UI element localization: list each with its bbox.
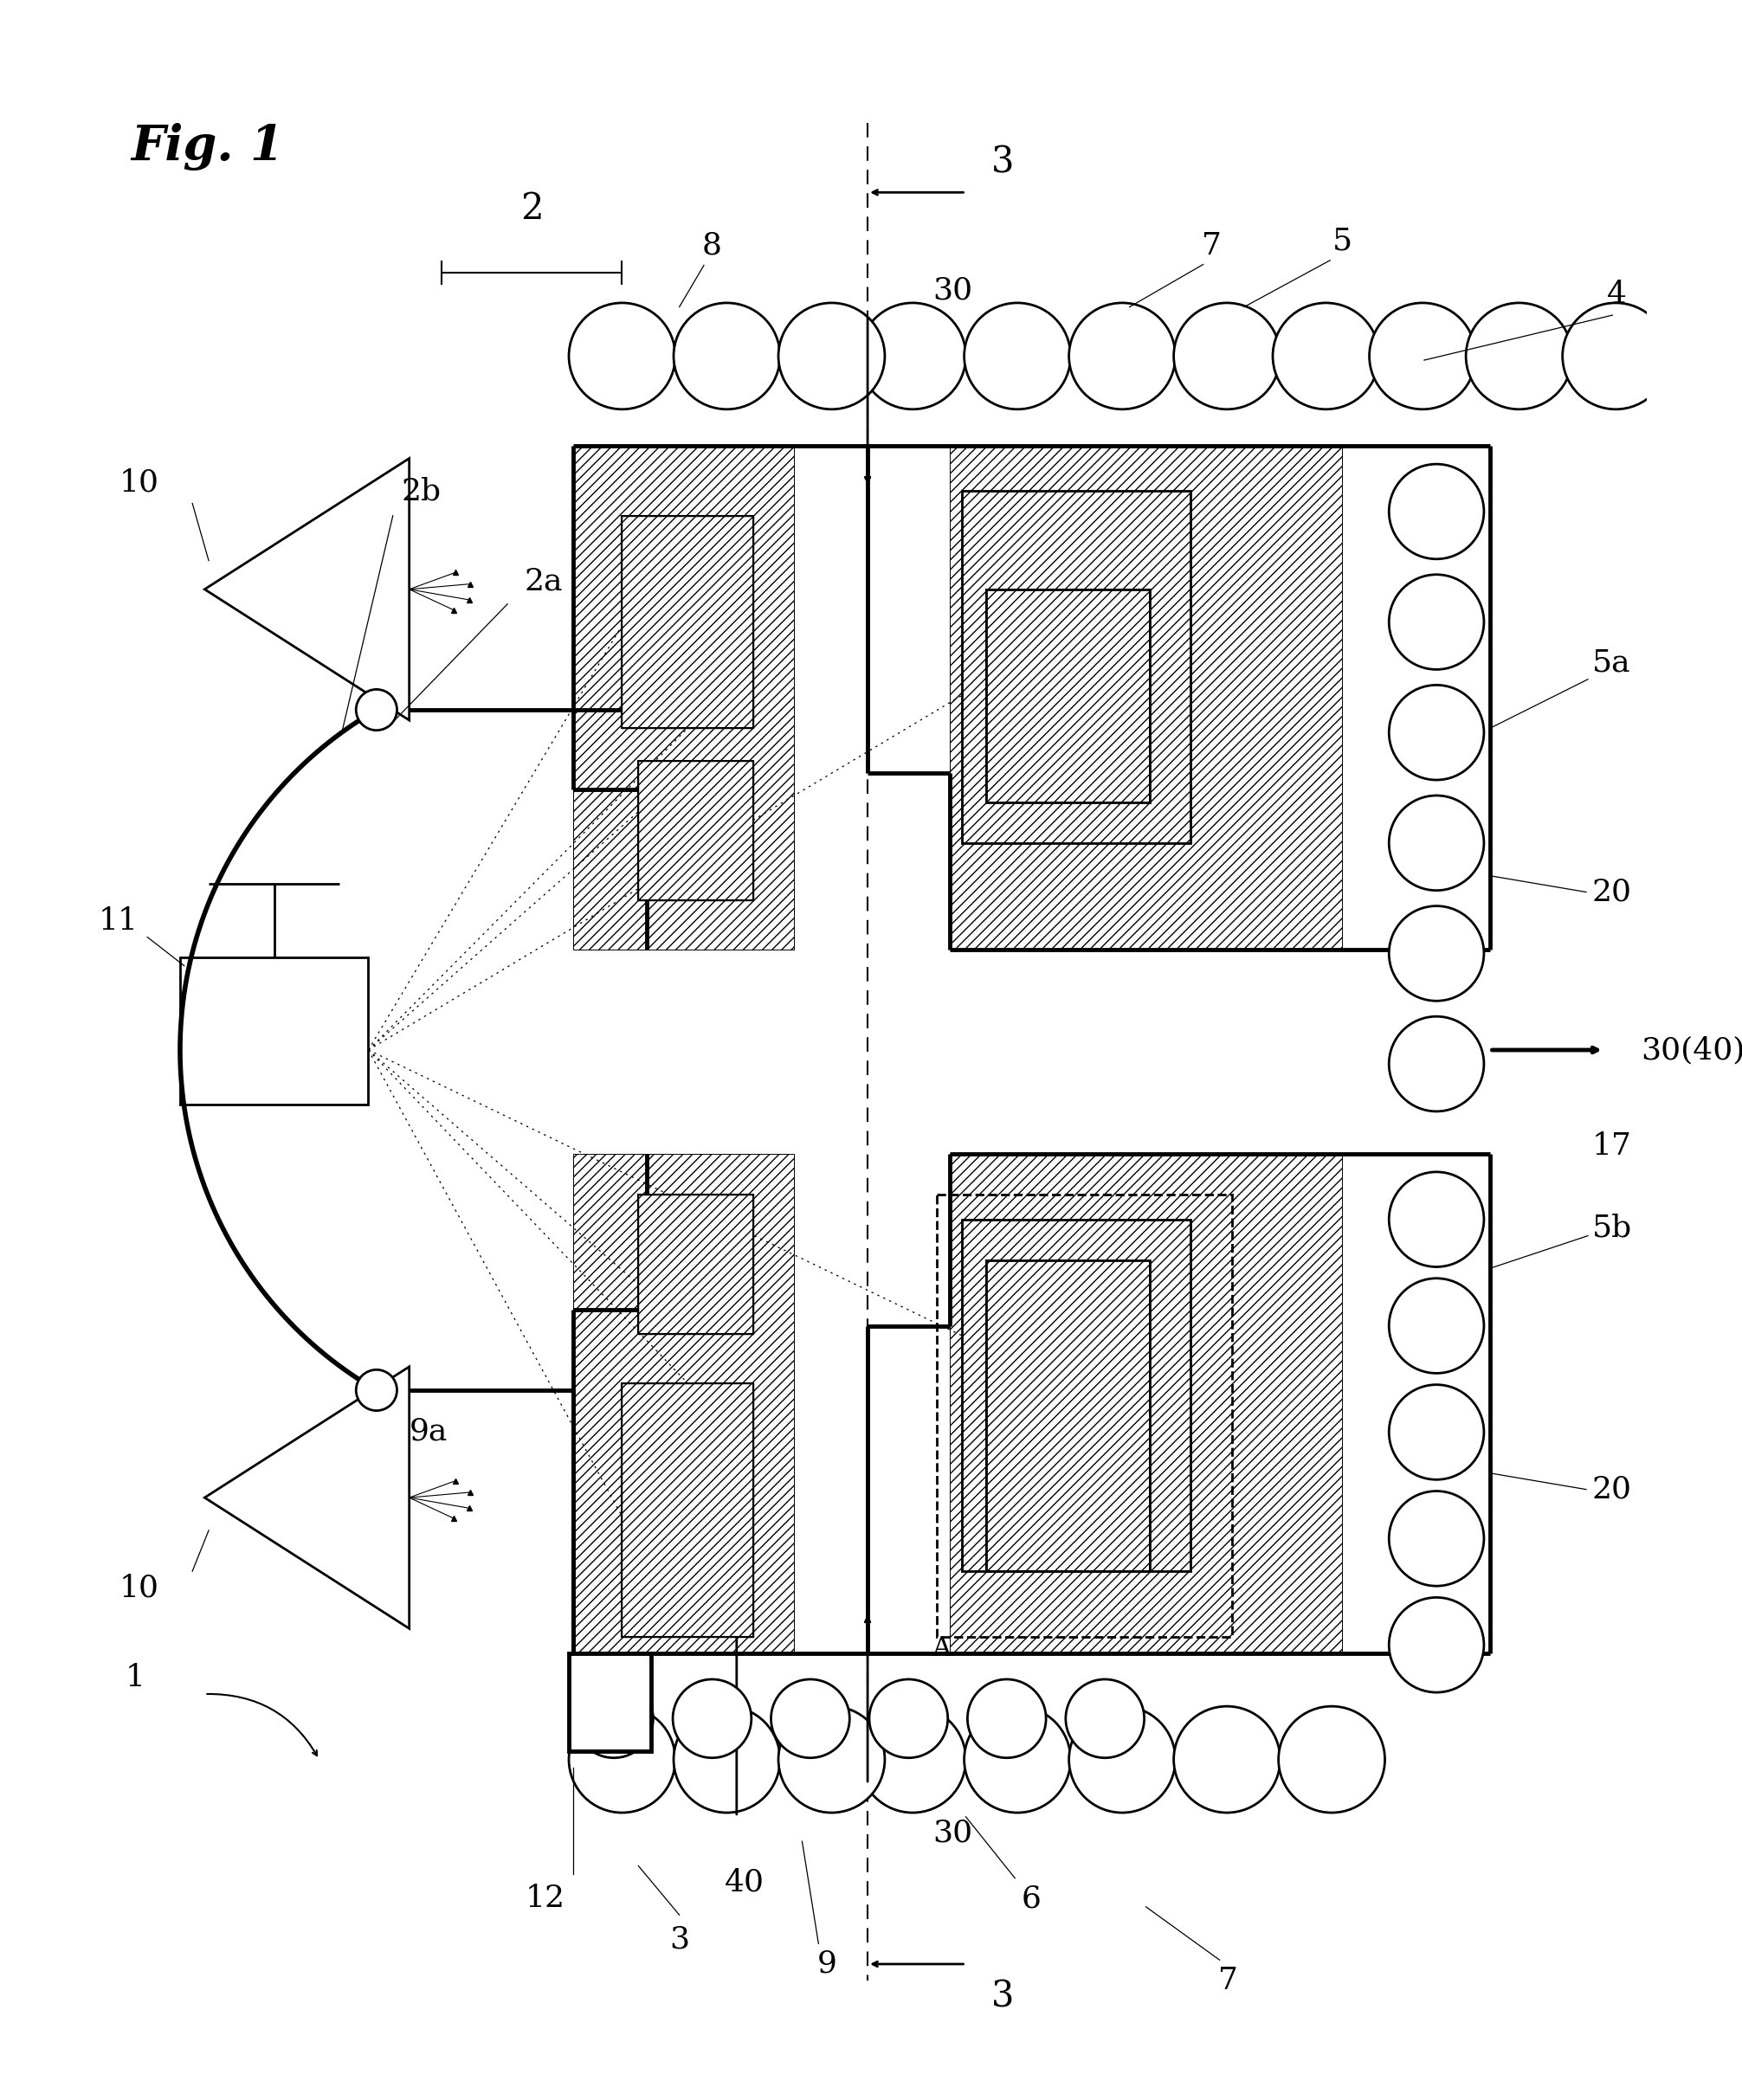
Text: 20: 20	[1592, 1474, 1632, 1504]
Circle shape	[1174, 1707, 1280, 1812]
Bar	[986, 1260, 1150, 1571]
Bar	[962, 1220, 1192, 1571]
Polygon shape	[204, 1367, 409, 1628]
Bar	[937, 1195, 1232, 1636]
Bar	[573, 1153, 794, 1653]
Circle shape	[963, 302, 1071, 410]
Text: 3: 3	[991, 1978, 1014, 2016]
Circle shape	[1388, 1598, 1484, 1693]
Text: 2: 2	[521, 191, 544, 227]
Text: 5: 5	[1333, 227, 1352, 256]
Bar	[949, 1153, 1343, 1653]
Polygon shape	[204, 458, 409, 720]
Text: 5a: 5a	[1592, 649, 1631, 678]
Circle shape	[1388, 1384, 1484, 1480]
Bar	[638, 760, 753, 901]
Circle shape	[772, 1680, 850, 1758]
Bar	[962, 491, 1192, 842]
Text: 12: 12	[524, 1884, 564, 1913]
Circle shape	[869, 1680, 948, 1758]
Bar	[622, 1384, 753, 1636]
Circle shape	[1070, 1707, 1176, 1812]
Bar	[638, 1195, 753, 1334]
Bar	[570, 1653, 652, 1751]
Circle shape	[1174, 302, 1280, 410]
Text: 6: 6	[1021, 1884, 1042, 1913]
Text: 2b: 2b	[401, 477, 441, 506]
Circle shape	[1066, 1680, 1144, 1758]
Circle shape	[1388, 1172, 1484, 1266]
Bar	[986, 590, 1150, 802]
Circle shape	[674, 1707, 780, 1812]
Circle shape	[1388, 1279, 1484, 1373]
Text: 10: 10	[118, 468, 159, 498]
Circle shape	[355, 1369, 397, 1411]
Circle shape	[1388, 1491, 1484, 1586]
Text: 3: 3	[669, 1926, 690, 1955]
Text: 9: 9	[817, 1949, 836, 1978]
Circle shape	[859, 1707, 965, 1812]
Text: 40: 40	[725, 1867, 765, 1896]
Circle shape	[1279, 1707, 1385, 1812]
Bar	[622, 1384, 753, 1636]
Text: 4: 4	[1606, 279, 1627, 309]
Circle shape	[570, 1707, 676, 1812]
Text: 5b: 5b	[1592, 1214, 1632, 1243]
Circle shape	[1563, 302, 1669, 410]
Circle shape	[967, 1680, 1045, 1758]
Circle shape	[779, 1707, 885, 1812]
Text: 11: 11	[99, 905, 139, 934]
Text: Fig. 1: Fig. 1	[131, 122, 284, 170]
Circle shape	[1388, 575, 1484, 670]
Circle shape	[1388, 1016, 1484, 1111]
Circle shape	[672, 1680, 751, 1758]
Circle shape	[1388, 464, 1484, 559]
Circle shape	[1467, 302, 1573, 410]
Bar	[622, 517, 753, 729]
Bar	[622, 517, 753, 729]
Text: 30: 30	[934, 1819, 974, 1848]
Circle shape	[1388, 796, 1484, 890]
Text: 8: 8	[702, 231, 721, 260]
Bar	[638, 1195, 753, 1334]
Text: 1: 1	[125, 1663, 145, 1693]
Circle shape	[779, 302, 885, 410]
Text: 7: 7	[1218, 1966, 1237, 1995]
Bar	[949, 445, 1343, 949]
Circle shape	[1369, 302, 1475, 410]
Circle shape	[575, 1680, 653, 1758]
Circle shape	[1388, 685, 1484, 779]
Bar	[986, 1260, 1150, 1571]
Bar	[986, 590, 1150, 802]
Circle shape	[1388, 905, 1484, 1002]
Circle shape	[570, 302, 676, 410]
Bar	[179, 958, 368, 1105]
Text: 9a: 9a	[409, 1415, 448, 1445]
Circle shape	[674, 302, 780, 410]
Bar	[573, 445, 794, 949]
Text: 20: 20	[1592, 878, 1632, 907]
Text: 30: 30	[934, 275, 974, 304]
Circle shape	[859, 302, 965, 410]
Bar	[638, 760, 753, 901]
Text: A: A	[932, 1636, 951, 1663]
Text: 10: 10	[118, 1573, 159, 1602]
Bar	[962, 491, 1192, 842]
Circle shape	[963, 1707, 1071, 1812]
Circle shape	[1273, 302, 1380, 410]
Bar	[962, 1220, 1192, 1571]
Circle shape	[1070, 302, 1176, 410]
Text: 7: 7	[1202, 231, 1221, 260]
Text: 3: 3	[991, 145, 1014, 181]
Text: 30(40): 30(40)	[1641, 1035, 1742, 1065]
Circle shape	[355, 689, 397, 731]
Text: 2a: 2a	[524, 567, 563, 596]
Text: 17: 17	[1592, 1132, 1632, 1161]
